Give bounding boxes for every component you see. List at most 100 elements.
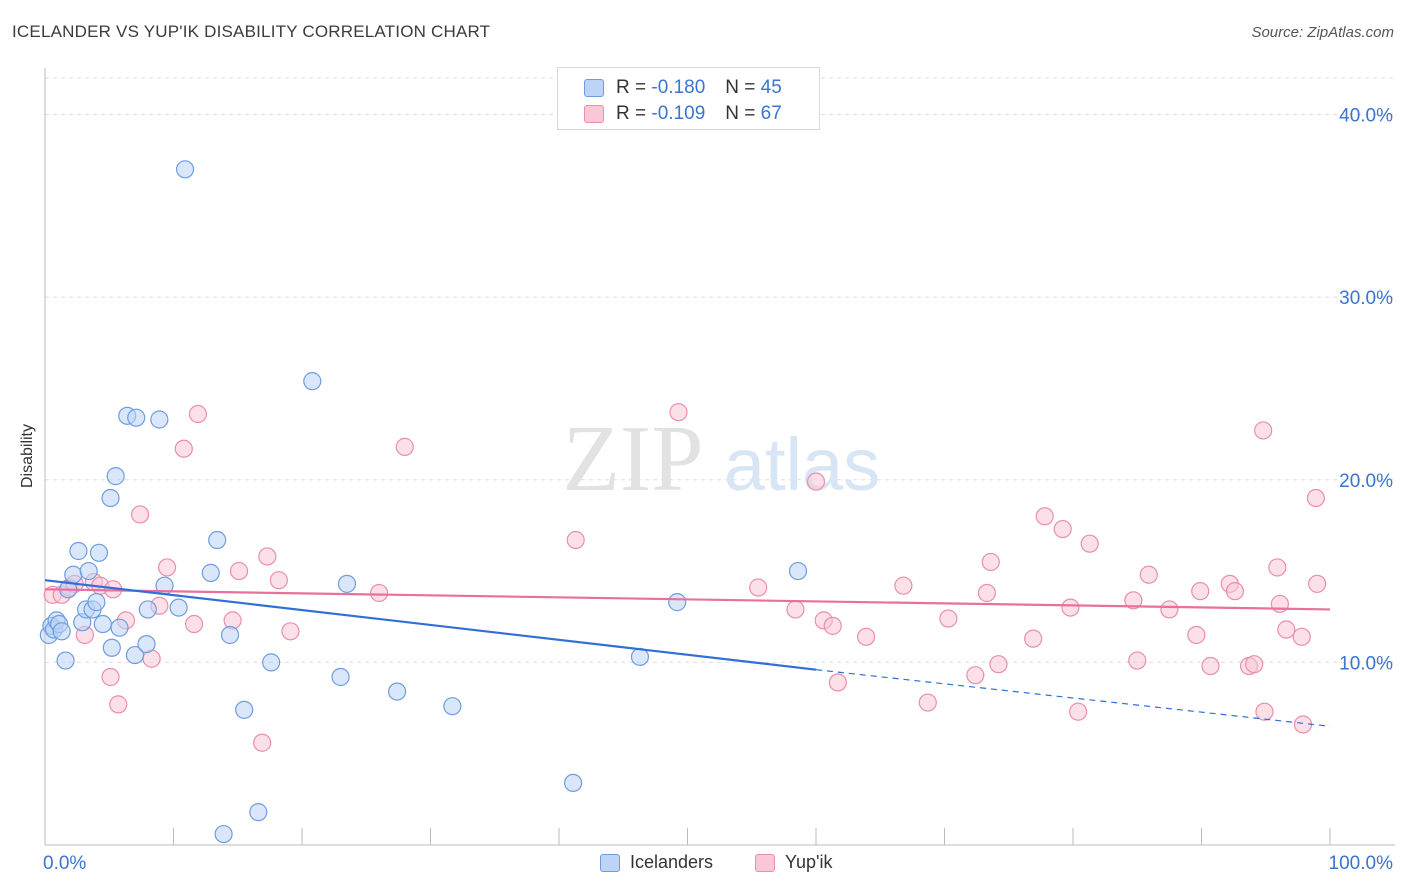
data-point-icelanders (249, 803, 268, 822)
data-point-yupik (894, 576, 913, 595)
data-point-icelanders (208, 530, 227, 550)
data-point-icelanders (235, 700, 254, 719)
trend-line-yupik (44, 588, 1331, 611)
trend-line-icelanders (44, 579, 817, 671)
data-point-yupik (1069, 702, 1088, 721)
data-point-yupik (828, 673, 847, 692)
data-point-yupik (1139, 565, 1158, 584)
data-point-icelanders (93, 614, 112, 634)
x-tick-label: 0.0% (43, 853, 86, 874)
r-label: R = (616, 103, 647, 124)
data-point-yupik (857, 627, 876, 646)
n-label: N = (725, 103, 756, 124)
data-point-icelanders (89, 543, 109, 562)
data-point-icelanders (564, 773, 583, 793)
data-point-icelanders (110, 618, 129, 637)
legend-swatch-yupik (755, 853, 775, 872)
data-point-yupik (1128, 651, 1147, 670)
grid-lines (45, 77, 1395, 663)
data-point-icelanders (175, 160, 195, 179)
data-point-yupik (1254, 421, 1273, 440)
data-point-yupik (918, 693, 937, 712)
data-point-yupik (188, 404, 208, 424)
icelanders-swatch (584, 79, 604, 97)
data-point-yupik (989, 655, 1008, 674)
data-point-icelanders (87, 593, 106, 612)
data-point-yupik (184, 614, 204, 634)
axes (44, 68, 1395, 846)
data-point-yupik (258, 547, 277, 566)
data-point-icelanders (137, 635, 156, 654)
legend-item-yupik[interactable]: Yup'ik (755, 852, 832, 873)
data-point-yupik (786, 600, 805, 619)
data-point-yupik (966, 666, 985, 685)
series-legend: Icelanders Yup'ik (0, 852, 1406, 876)
data-point-icelanders (64, 565, 83, 584)
data-point-yupik (269, 571, 288, 590)
data-point-icelanders (127, 408, 146, 427)
data-point-icelanders (106, 467, 125, 486)
data-point-yupik (281, 622, 300, 641)
data-point-icelanders (150, 410, 169, 429)
y-tick-label: 40.0% (1339, 106, 1393, 127)
data-point-yupik (1245, 655, 1264, 674)
data-point-yupik (1187, 625, 1206, 645)
data-point-yupik (370, 583, 389, 603)
data-point-yupik (1080, 534, 1099, 553)
data-point-yupik (1124, 591, 1143, 610)
data-point-yupik (1270, 594, 1289, 614)
data-point-yupik (977, 583, 997, 603)
data-point-icelanders (668, 593, 687, 612)
data-point-yupik (253, 733, 272, 752)
legend-item-icelanders[interactable]: Icelanders (600, 852, 713, 873)
watermark: ZIP atlas (563, 407, 881, 511)
data-point-icelanders (101, 488, 120, 508)
data-point-icelanders (201, 563, 220, 582)
n-value-icelanders: 45 (760, 77, 782, 98)
source-label: Source: ZipAtlas.com (1251, 24, 1394, 41)
legend-label-icelanders: Icelanders (630, 852, 714, 872)
data-point-icelanders (788, 561, 808, 581)
data-point-icelanders (102, 638, 121, 657)
data-point-yupik (806, 472, 826, 491)
data-point-yupik (1308, 574, 1327, 593)
data-point-yupik (749, 578, 768, 597)
data-point-yupik (174, 439, 193, 458)
data-point-yupik (1024, 629, 1043, 648)
data-point-yupik (101, 667, 120, 687)
stats-legend: R = -0.180 N = 45 R = -0.109 N = 67 (557, 67, 820, 130)
data-point-yupik (1191, 582, 1210, 601)
data-point-yupik (823, 616, 842, 635)
data-point-yupik (1061, 598, 1080, 617)
data-point-yupik (1292, 627, 1311, 646)
data-point-yupik (1035, 507, 1054, 526)
y-tick-label: 30.0% (1339, 288, 1393, 309)
data-point-yupik (669, 403, 688, 422)
data-point-icelanders (69, 541, 88, 561)
stats-row-yupik: R = -0.109 N = 67 (584, 102, 782, 126)
data-point-yupik (1160, 600, 1179, 619)
data-point-icelanders (387, 682, 407, 701)
data-point-icelanders (138, 600, 157, 619)
trend-lines (44, 579, 1331, 727)
watermark-zip: ZIP (563, 407, 704, 511)
data-point-yupik (1201, 656, 1220, 676)
data-point-yupik (1268, 558, 1287, 577)
trend-line-icelanders-extension (815, 669, 1331, 727)
data-point-yupik (981, 552, 1000, 572)
data-point-yupik (1053, 519, 1072, 539)
yupik-swatch (584, 105, 604, 123)
data-point-yupik (395, 437, 414, 456)
data-point-icelanders (214, 824, 233, 844)
data-point-yupik (1277, 620, 1296, 639)
data-point-icelanders (331, 667, 350, 687)
legend-label-yupik: Yup'ik (785, 852, 833, 872)
data-point-yupik (157, 558, 177, 577)
data-point-yupik (939, 609, 958, 628)
tick-labels: 10.0% 20.0% 30.0% 40.0% 0.0% 100.0% (43, 106, 1393, 874)
watermark-atlas: atlas (724, 423, 880, 506)
data-point-icelanders (56, 651, 75, 670)
r-value-yupik: -0.109 (651, 103, 706, 124)
x-tick-label: 100.0% (1329, 853, 1394, 874)
